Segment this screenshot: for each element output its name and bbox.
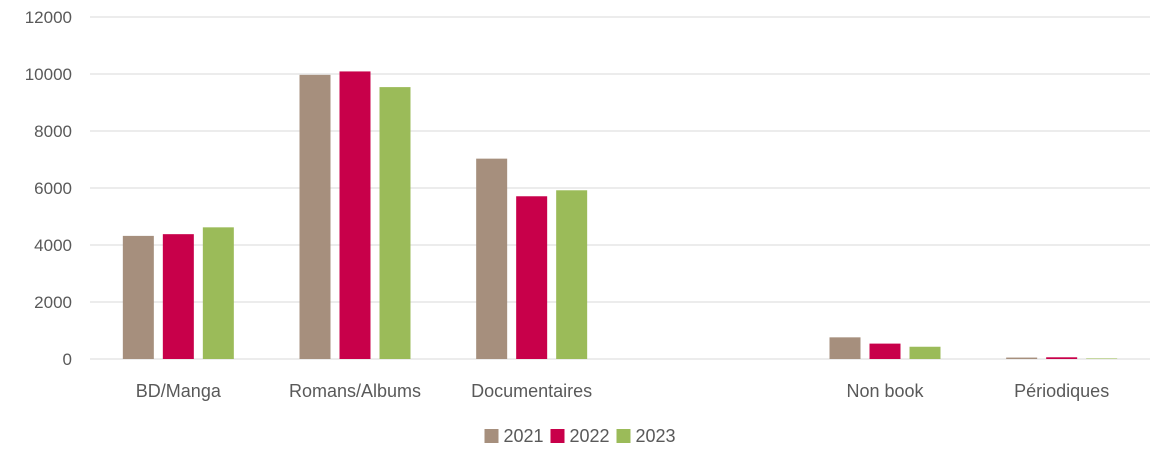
x-category-label: Non book bbox=[846, 381, 924, 401]
legend-swatch bbox=[550, 429, 565, 443]
bar bbox=[162, 234, 194, 359]
y-tick-label: 6000 bbox=[34, 179, 72, 198]
bar bbox=[339, 71, 371, 359]
legend-label: 2022 bbox=[570, 426, 610, 446]
y-tick-label: 12000 bbox=[25, 8, 72, 27]
legend-label: 2023 bbox=[636, 426, 676, 446]
bar bbox=[516, 196, 548, 359]
bar bbox=[869, 343, 901, 359]
gridlines bbox=[90, 16, 1150, 360]
bar bbox=[909, 346, 941, 359]
x-axis-categories: BD/Manga Romans/Albums Documentaires Non bo… bbox=[136, 381, 1109, 401]
bar bbox=[122, 235, 154, 359]
legend-swatch bbox=[616, 429, 631, 443]
legend-swatch bbox=[484, 429, 499, 443]
y-tick-label: 0 bbox=[63, 350, 72, 369]
bar bbox=[476, 158, 508, 359]
bar bbox=[556, 190, 588, 359]
x-category-label: Romans/Albums bbox=[289, 381, 421, 401]
bars bbox=[122, 71, 1118, 360]
y-axis-ticks: 0 2000 4000 6000 8000 10000 12000 bbox=[25, 8, 72, 369]
x-category-label: Documentaires bbox=[471, 381, 592, 401]
bar bbox=[299, 74, 331, 359]
y-tick-label: 8000 bbox=[34, 122, 72, 141]
bar bbox=[1086, 358, 1118, 359]
y-tick-label: 10000 bbox=[25, 65, 72, 84]
bar bbox=[202, 227, 234, 359]
legend: 2021 2022 2023 bbox=[484, 426, 676, 446]
x-category-label: Périodiques bbox=[1014, 381, 1109, 401]
x-category-label: BD/Manga bbox=[136, 381, 222, 401]
legend-label: 2021 bbox=[504, 426, 544, 446]
y-tick-label: 4000 bbox=[34, 236, 72, 255]
y-tick-label: 2000 bbox=[34, 293, 72, 312]
bar bbox=[1046, 357, 1078, 359]
bar bbox=[829, 337, 861, 359]
bar bbox=[1006, 357, 1038, 359]
bar bbox=[379, 87, 411, 360]
